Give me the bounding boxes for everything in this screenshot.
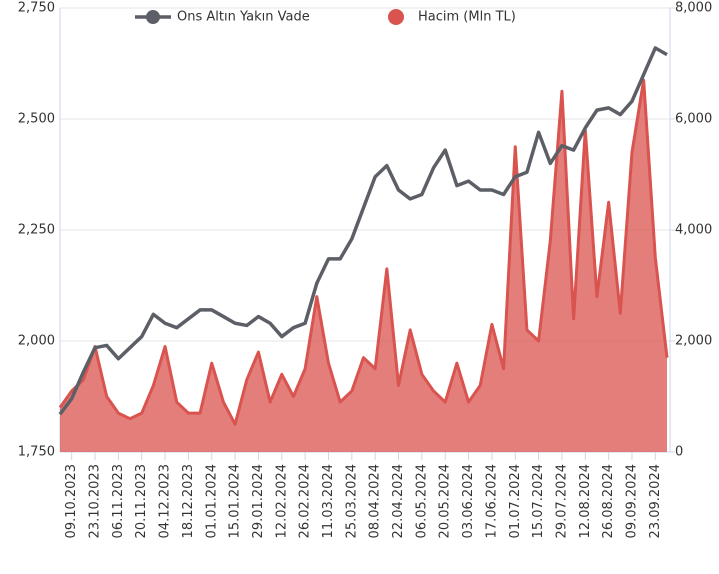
legend-label: Hacim (Mln TL)	[418, 10, 516, 25]
y-tick-label: 1,750	[18, 445, 55, 460]
x-tick-label: 15.01.2024	[228, 464, 243, 538]
x-tick-label: 26.02.2024	[298, 464, 313, 538]
x-tick-label: 03.06.2024	[461, 464, 476, 538]
x-tick-label: 17.06.2024	[484, 464, 499, 538]
y-tick-label: 2,750	[18, 1, 55, 16]
y-tick-label: 2,500	[18, 112, 55, 127]
y-tick-label: 2,000	[18, 334, 55, 349]
x-tick-label: 04.12.2023	[158, 464, 173, 538]
legend-label: Ons Altın Yakın Vade	[177, 10, 310, 25]
x-tick-label: 09.09.2024	[624, 464, 639, 538]
x-tick-label: 20.05.2024	[438, 464, 453, 538]
x-tick-label: 18.12.2023	[181, 464, 196, 538]
y2-tick-label: 8,000	[675, 1, 712, 16]
x-tick-label: 23.09.2024	[648, 464, 663, 538]
x-tick-label: 06.05.2024	[414, 464, 429, 538]
x-tick-label: 20.11.2023	[134, 464, 149, 538]
price-line	[58, 46, 668, 416]
y2-tick-label: 2,000	[675, 334, 712, 349]
x-tick-label: 06.11.2023	[111, 464, 126, 538]
y-tick-label: 2,250	[18, 223, 55, 238]
legend-marker	[388, 9, 404, 25]
y2-tick-label: 6,000	[675, 112, 712, 127]
x-tick-label: 12.08.2024	[578, 464, 593, 538]
x-tick-label: 25.03.2024	[344, 464, 359, 538]
x-tick-label: 26.08.2024	[601, 464, 616, 538]
x-tick-label: 23.10.2023	[88, 464, 103, 538]
x-tick-label: 11.03.2024	[321, 464, 336, 538]
y2-tick-label: 4,000	[675, 223, 712, 238]
legend-marker	[146, 10, 160, 24]
x-tick-label: 08.04.2024	[368, 464, 383, 538]
x-tick-label: 09.10.2023	[64, 464, 79, 538]
y2-tick-label: 0	[675, 445, 683, 460]
volume-line	[58, 78, 669, 426]
x-tick-label: 01.01.2024	[204, 464, 219, 538]
x-tick-label: 12.02.2024	[274, 464, 289, 538]
x-tick-label: 29.07.2024	[554, 464, 569, 538]
x-tick-label: 15.07.2024	[531, 464, 546, 538]
x-tick-label: 29.01.2024	[251, 464, 266, 538]
x-tick-label: 22.04.2024	[391, 464, 406, 538]
x-tick-label: 01.07.2024	[508, 464, 523, 538]
